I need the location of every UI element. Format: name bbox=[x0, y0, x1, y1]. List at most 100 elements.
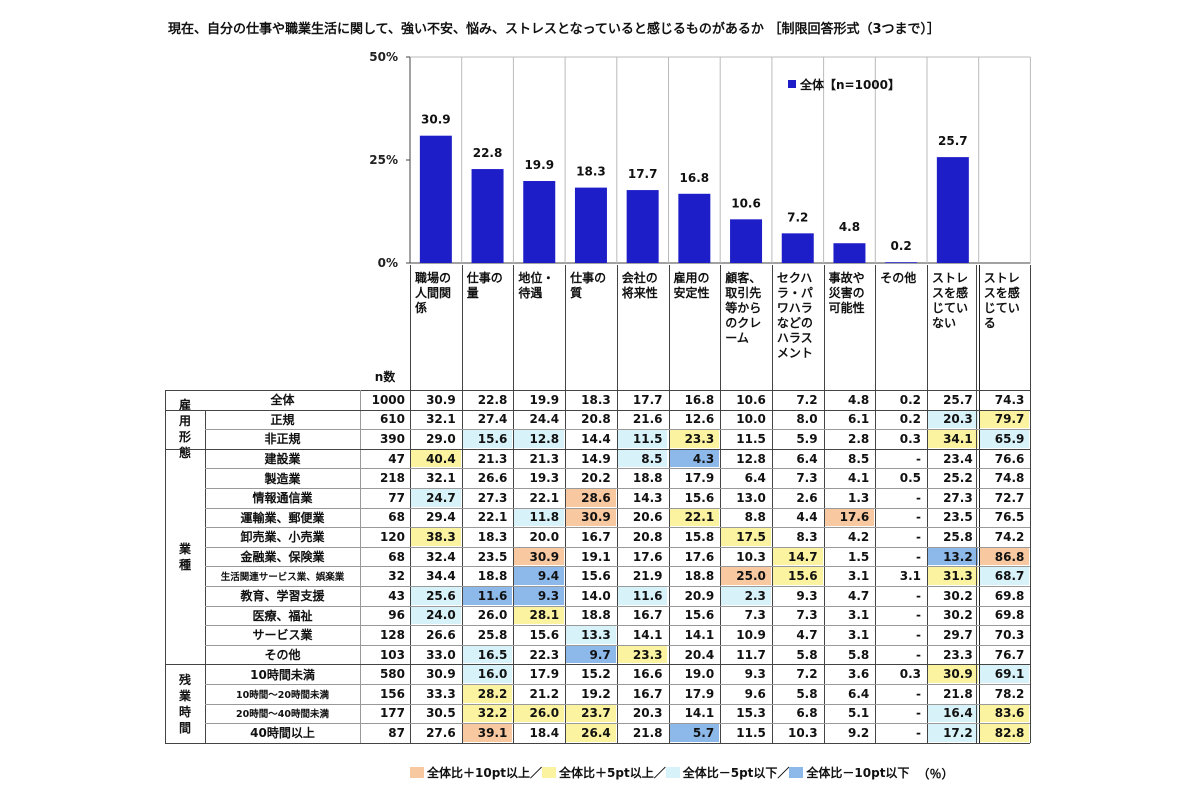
table-cell: 21.3 bbox=[529, 451, 560, 466]
legend-label: 全体比＋5pt以上／ bbox=[559, 766, 666, 780]
table-cell: 17.6 bbox=[684, 549, 715, 564]
grid-line bbox=[461, 265, 463, 743]
bar-value-label: 30.9 bbox=[421, 113, 451, 127]
table-cell: 23.3 bbox=[669, 430, 720, 448]
table-cell: 2.6 bbox=[796, 490, 818, 505]
table-cell: 32.4 bbox=[426, 549, 456, 564]
n-value: 68 bbox=[388, 510, 405, 525]
grid-line bbox=[978, 265, 980, 743]
table-cell: 32.1 bbox=[426, 471, 456, 486]
grid-line bbox=[205, 468, 1031, 470]
table-cell: 3.6 bbox=[848, 667, 870, 682]
row-label: 教育、学習支援 bbox=[240, 589, 325, 604]
table-cell: 21.9 bbox=[632, 569, 663, 584]
n-header: n数 bbox=[374, 369, 396, 384]
table-cell: 18.8 bbox=[477, 569, 508, 584]
grid-line bbox=[1030, 265, 1032, 743]
table-cell: 30.9 bbox=[928, 665, 978, 683]
n-value: 87 bbox=[388, 725, 405, 740]
table-cell: 1.5 bbox=[848, 549, 870, 564]
legend-swatch bbox=[665, 767, 680, 778]
table-cell: 16.8 bbox=[684, 392, 715, 407]
table-cell: 72.7 bbox=[994, 490, 1025, 505]
table-cell: 33.0 bbox=[426, 647, 456, 662]
table-cell: 30.9 bbox=[426, 667, 456, 682]
row-label: 金融業、保険業 bbox=[240, 550, 325, 565]
row-label: 生活関連サービス業、娯楽業 bbox=[220, 572, 345, 584]
bar-value-label: 10.6 bbox=[731, 196, 761, 210]
table-cell: 23.3 bbox=[617, 645, 668, 664]
table-cell: 5.8 bbox=[848, 647, 870, 662]
legend-label: 全体【n=1000】 bbox=[799, 77, 900, 92]
table-cell: - bbox=[916, 549, 921, 564]
bar-value-label: 18.3 bbox=[576, 165, 606, 179]
table-cell: 34.4 bbox=[426, 569, 456, 584]
table-cell: 6.1 bbox=[848, 412, 870, 427]
table-cell: 20.8 bbox=[581, 412, 611, 427]
table-cell: - bbox=[916, 686, 921, 701]
row-label: 正規 bbox=[270, 412, 295, 427]
grid-line bbox=[513, 265, 515, 743]
table-cell: 20.2 bbox=[581, 471, 611, 486]
column-header: その他 bbox=[880, 271, 917, 285]
table-cell: 38.3 bbox=[411, 528, 461, 546]
table-cell: - bbox=[916, 725, 921, 740]
table-cell: 74.2 bbox=[994, 529, 1025, 544]
table-cell: 28.6 bbox=[566, 489, 616, 507]
bar-value-label: 19.9 bbox=[524, 158, 554, 172]
grid-line bbox=[165, 390, 1031, 391]
row-label: 全体 bbox=[270, 393, 295, 408]
table-cell: 31.3 bbox=[928, 567, 978, 585]
table-cell: 15.6 bbox=[684, 490, 715, 505]
n-value: 103 bbox=[379, 647, 405, 662]
table-cell: 19.9 bbox=[529, 392, 560, 407]
table-cell: 18.4 bbox=[529, 725, 560, 740]
table-cell: 2.8 bbox=[848, 431, 870, 446]
column-header: ストレスを感じている bbox=[983, 271, 1020, 330]
row-label: 製造業 bbox=[264, 471, 301, 486]
table-cell: 24.0 bbox=[411, 606, 461, 625]
column-header: セクハラ・パワハラなどのハラスメント bbox=[776, 271, 813, 360]
table-cell: 83.6 bbox=[979, 704, 1030, 723]
table-cell: 12.6 bbox=[684, 412, 715, 427]
table-cell: 15.6 bbox=[684, 608, 715, 623]
table-cell: 11.6 bbox=[617, 587, 668, 605]
table-cell: 23.3 bbox=[943, 647, 973, 662]
table-cell: - bbox=[916, 706, 921, 721]
row-label: 建設業 bbox=[264, 452, 301, 467]
table-cell: 39.1 bbox=[462, 724, 513, 742]
table-cell: 21.3 bbox=[477, 451, 508, 466]
grid-line bbox=[205, 527, 1031, 529]
table-cell: 68.7 bbox=[979, 567, 1030, 585]
table-cell: 11.8 bbox=[514, 508, 565, 527]
table-cell: 11.5 bbox=[736, 725, 766, 740]
table-cell: 18.3 bbox=[477, 529, 508, 544]
table-cell: 7.3 bbox=[796, 608, 818, 623]
bar-value-label: 4.8 bbox=[839, 220, 860, 234]
column-header: 地位・待遇 bbox=[518, 271, 555, 300]
table-cell: 6.4 bbox=[744, 471, 766, 486]
table-cell: 24.4 bbox=[529, 412, 560, 427]
table-cell: - bbox=[916, 588, 921, 603]
table-cell: 19.2 bbox=[581, 686, 611, 701]
grid-line bbox=[205, 684, 1031, 685]
grid-line bbox=[720, 265, 722, 743]
table-cell: 40.4 bbox=[411, 449, 461, 468]
grid-line bbox=[205, 409, 206, 743]
table-cell: 23.5 bbox=[477, 549, 508, 564]
table-cell: 86.8 bbox=[979, 547, 1030, 566]
bar bbox=[471, 169, 504, 263]
grid-line bbox=[205, 625, 1031, 627]
grid-line bbox=[205, 723, 1031, 725]
bar bbox=[419, 135, 452, 263]
table-cell: 7.3 bbox=[796, 471, 818, 486]
table-cell: 23.4 bbox=[943, 451, 973, 466]
table-cell: 11.5 bbox=[736, 431, 766, 446]
table-cell: 14.4 bbox=[581, 431, 611, 446]
n-value: 580 bbox=[379, 667, 405, 682]
table-cell: 30.5 bbox=[426, 706, 456, 721]
bar-value-label: 0.2 bbox=[891, 239, 912, 253]
table-cell: 2.3 bbox=[721, 587, 771, 605]
table-cell: 19.0 bbox=[684, 667, 715, 682]
table-cell: 21.6 bbox=[632, 412, 663, 427]
